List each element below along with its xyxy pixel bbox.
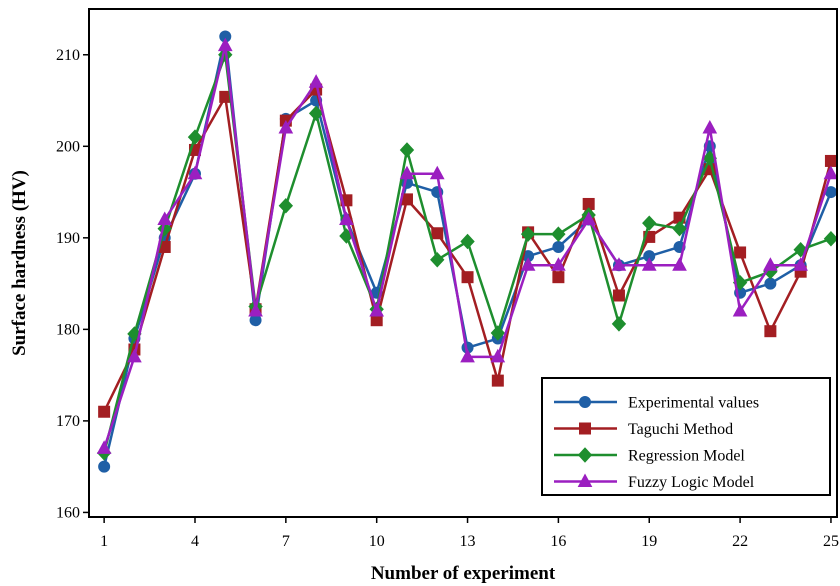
y-axis-title: Surface hardness (HV) bbox=[9, 170, 30, 356]
legend-marker bbox=[579, 422, 591, 435]
x-tick-label: 1 bbox=[100, 533, 108, 550]
legend-entry-taguchi-method: Taguchi Method bbox=[554, 421, 733, 438]
x-tick-label: 7 bbox=[282, 533, 290, 550]
y-axis-title-group: Surface hardness (HV) bbox=[9, 170, 30, 356]
data-point bbox=[399, 165, 415, 180]
legend-label: Experimental values bbox=[628, 395, 759, 412]
legend-entry-experimental-values: Experimental values bbox=[554, 395, 759, 412]
data-point bbox=[823, 231, 837, 247]
data-point bbox=[672, 220, 687, 237]
y-tick-label: 210 bbox=[56, 47, 80, 64]
data-point bbox=[491, 374, 504, 387]
data-point bbox=[823, 165, 837, 180]
data-point bbox=[702, 119, 718, 134]
plot-frame bbox=[88, 8, 838, 518]
legend-marker bbox=[577, 473, 593, 487]
x-tick-label: 22 bbox=[732, 533, 748, 550]
data-point bbox=[520, 226, 536, 242]
data-point bbox=[672, 257, 687, 271]
data-point bbox=[551, 226, 566, 242]
data-point bbox=[217, 37, 233, 52]
x-tick-label: 25 bbox=[823, 533, 839, 550]
series-line-taguchi-method bbox=[103, 88, 833, 413]
data-point bbox=[552, 271, 565, 284]
x-tick-label: 10 bbox=[369, 533, 385, 550]
data-point bbox=[98, 405, 111, 418]
data-point bbox=[581, 211, 597, 226]
data-point bbox=[490, 325, 506, 341]
y-tick-label: 180 bbox=[56, 321, 80, 338]
legend-label: Fuzzy Logic Model bbox=[628, 474, 755, 491]
data-point bbox=[308, 105, 324, 122]
legend-entry-fuzzy-logic-model: Fuzzy Logic Model bbox=[554, 473, 755, 491]
data-point bbox=[98, 460, 111, 473]
data-point bbox=[187, 129, 203, 145]
data-point bbox=[793, 257, 808, 271]
data-point bbox=[339, 211, 354, 226]
data-point bbox=[278, 119, 294, 134]
series-fuzzy-logic-model bbox=[96, 37, 837, 454]
x-tick-label: 19 bbox=[641, 533, 657, 550]
data-point bbox=[793, 241, 808, 258]
data-point bbox=[96, 440, 112, 454]
y-tick-label: 160 bbox=[56, 504, 80, 521]
legend: Experimental values Taguchi Method Regress… bbox=[541, 377, 831, 496]
data-point bbox=[551, 257, 566, 271]
data-point bbox=[824, 154, 837, 167]
data-point bbox=[429, 165, 445, 180]
data-point bbox=[611, 316, 627, 332]
data-point bbox=[490, 348, 506, 363]
data-point bbox=[308, 74, 324, 88]
data-point bbox=[278, 198, 294, 214]
legend-marker bbox=[579, 396, 591, 408]
y-tick-label: 170 bbox=[56, 413, 80, 430]
data-point bbox=[461, 271, 474, 284]
x-tick-label: 4 bbox=[191, 533, 199, 550]
data-point bbox=[460, 348, 475, 363]
data-point bbox=[431, 227, 444, 240]
data-point bbox=[127, 348, 142, 363]
data-point bbox=[399, 142, 415, 158]
legend-marker bbox=[577, 447, 593, 463]
y-tick-label: 200 bbox=[56, 138, 80, 155]
series-layer bbox=[96, 30, 837, 473]
data-point bbox=[734, 246, 747, 259]
legend-entry-regression-model: Regression Model bbox=[554, 447, 745, 465]
data-point bbox=[430, 252, 445, 268]
data-point bbox=[763, 257, 778, 271]
data-point bbox=[552, 240, 565, 253]
legend-box bbox=[541, 377, 831, 496]
data-point bbox=[520, 257, 536, 271]
series-taguchi-method bbox=[98, 83, 837, 418]
data-point bbox=[611, 257, 627, 271]
x-axis-title: Number of experiment bbox=[371, 563, 556, 584]
y-tick-label: 190 bbox=[56, 230, 80, 247]
data-point bbox=[643, 230, 656, 243]
data-point bbox=[642, 215, 657, 231]
data-point bbox=[612, 289, 625, 302]
data-point bbox=[187, 165, 203, 180]
legend-label: Regression Model bbox=[628, 448, 745, 465]
x-tick-label: 16 bbox=[550, 533, 566, 550]
data-point bbox=[460, 233, 475, 250]
data-point bbox=[764, 325, 777, 338]
data-point bbox=[732, 303, 748, 317]
data-point bbox=[248, 303, 263, 317]
legend-label: Taguchi Method bbox=[628, 421, 733, 438]
data-point bbox=[764, 277, 777, 290]
data-point bbox=[369, 303, 385, 317]
x-tick-label: 13 bbox=[460, 533, 476, 550]
data-point bbox=[641, 257, 657, 271]
data-point bbox=[157, 211, 173, 226]
